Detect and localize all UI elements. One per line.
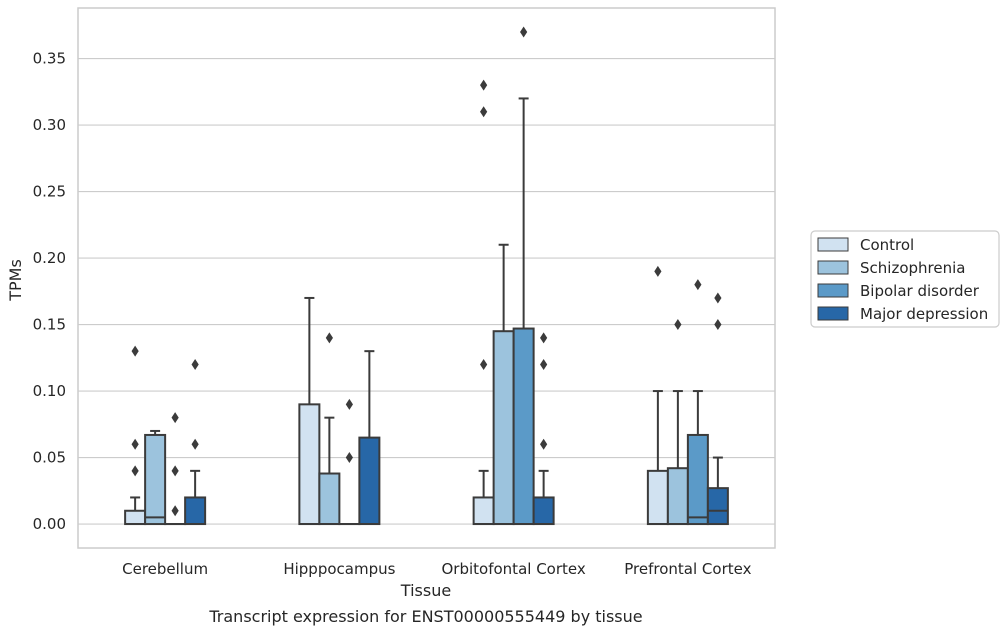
box-bipolar-disorder xyxy=(164,412,187,526)
legend-label: Major depression xyxy=(860,305,988,323)
box-body xyxy=(492,330,515,526)
legend: Control Schizophrenia Bipolar disorder Majo… xyxy=(810,230,1000,328)
y-tick-label: 0.30 xyxy=(33,116,66,134)
outlier-point xyxy=(540,438,548,450)
x-tick-label: Cerebellum xyxy=(122,560,208,578)
outlier-point xyxy=(520,26,528,38)
outlier-point xyxy=(480,358,488,370)
y-axis-ticks: 0.00 0.05 0.10 0.15 0.20 0.25 0.30 0.35 xyxy=(33,50,66,534)
box-schizophrenia xyxy=(492,243,515,526)
box-series xyxy=(124,26,729,526)
outlier-point xyxy=(131,438,139,450)
plot-area xyxy=(77,7,776,549)
y-axis-label: TPMs xyxy=(6,259,25,302)
box-control xyxy=(124,345,147,526)
box-schizophrenia xyxy=(666,319,689,526)
box-major-depression xyxy=(358,350,381,526)
outlier-point xyxy=(191,438,199,450)
box-schizophrenia xyxy=(318,332,341,526)
outlier-point xyxy=(131,465,139,477)
legend-swatch xyxy=(817,237,849,252)
outlier-point xyxy=(171,412,179,424)
legend-label: Schizophrenia xyxy=(860,259,965,277)
box-major-depression xyxy=(184,358,207,526)
legend-swatch xyxy=(817,306,849,321)
box-major-depression xyxy=(532,332,555,526)
box-bipolar-disorder xyxy=(338,398,361,526)
outlier-point xyxy=(480,106,488,118)
y-tick-label: 0.05 xyxy=(33,449,66,467)
outlier-point xyxy=(345,398,353,410)
box-body xyxy=(646,469,669,526)
box-body xyxy=(318,472,341,526)
y-gridlines xyxy=(78,57,775,525)
outlier-point xyxy=(171,465,179,477)
box-body xyxy=(472,496,495,526)
box-schizophrenia xyxy=(144,429,167,526)
box-body xyxy=(666,467,689,526)
legend-label: Control xyxy=(860,236,914,254)
plot-background xyxy=(78,8,775,548)
x-tick-label: Hipppocampus xyxy=(283,560,395,578)
box-body xyxy=(686,433,709,526)
outlier-point xyxy=(540,358,548,370)
y-tick-label: 0.00 xyxy=(33,515,66,533)
box-body xyxy=(124,509,147,526)
outlier-point xyxy=(345,452,353,464)
outlier-point xyxy=(325,332,333,344)
box-major-depression xyxy=(706,292,729,526)
legend-frame xyxy=(810,230,1000,328)
y-tick-label: 0.20 xyxy=(33,249,66,267)
box-body xyxy=(144,433,167,526)
outlier-point xyxy=(131,345,139,357)
box-control xyxy=(646,265,669,526)
y-tick-label: 0.15 xyxy=(33,316,66,334)
plot-frame xyxy=(77,7,776,549)
chart-caption: Transcript expression for ENST0000055544… xyxy=(208,607,642,626)
outlier-point xyxy=(540,332,548,344)
box-body xyxy=(512,327,535,526)
legend-swatch xyxy=(817,260,849,275)
outlier-point xyxy=(714,292,722,304)
box-body xyxy=(358,436,381,526)
outlier-point xyxy=(654,265,662,277)
x-tick-label: Prefrontal Cortex xyxy=(624,560,751,578)
box-body xyxy=(298,403,321,526)
outlier-point xyxy=(480,79,488,91)
y-tick-label: 0.35 xyxy=(33,50,66,68)
x-axis-ticks: Cerebellum Hipppocampus Orbitofontal Corte… xyxy=(122,560,751,578)
outlier-point xyxy=(714,319,722,331)
outlier-point xyxy=(674,319,682,331)
outlier-point xyxy=(694,279,702,291)
box-control xyxy=(472,79,495,526)
x-axis-label: Tissue xyxy=(400,581,451,600)
y-tick-label: 0.10 xyxy=(33,382,66,400)
legend-swatch xyxy=(817,283,849,298)
box-body xyxy=(706,487,729,526)
y-tick-label: 0.25 xyxy=(33,183,66,201)
x-tick-label: Orbitofontal Cortex xyxy=(442,560,586,578)
outlier-point xyxy=(171,505,179,517)
box-bipolar-disorder xyxy=(686,279,709,526)
box-body xyxy=(184,496,207,526)
box-bipolar-disorder xyxy=(512,26,535,526)
box-control xyxy=(298,296,321,526)
legend-label: Bipolar disorder xyxy=(860,282,980,300)
outlier-point xyxy=(191,358,199,370)
box-body xyxy=(532,496,555,526)
